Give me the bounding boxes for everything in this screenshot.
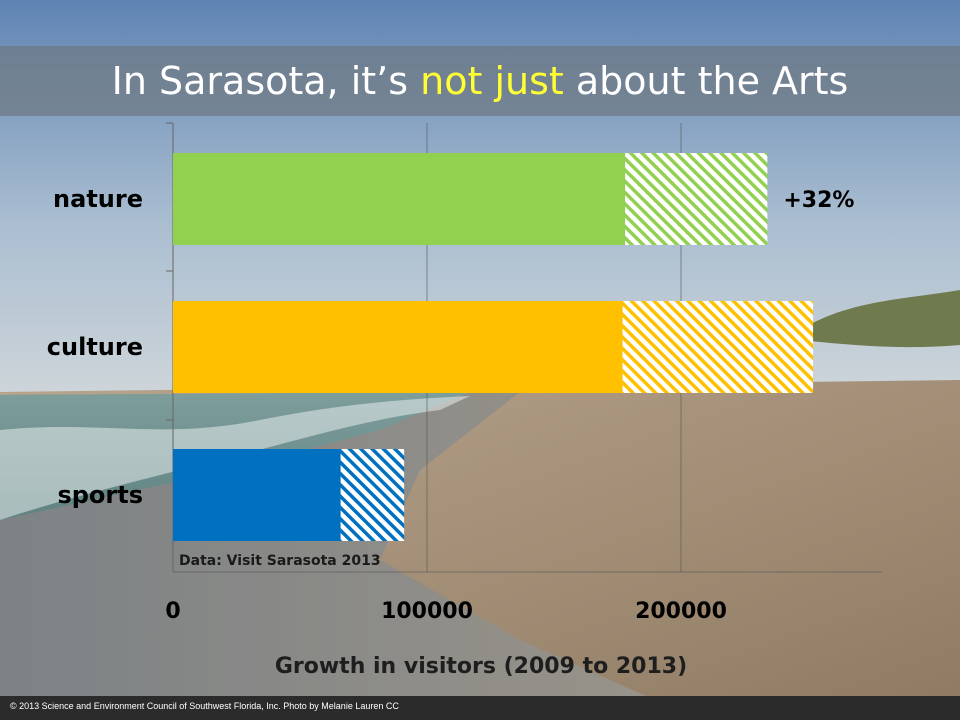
bars — [173, 153, 814, 541]
category-label-sports: sports — [57, 481, 143, 509]
x-tick-label-2: 200000 — [635, 599, 727, 624]
title-part-before: In Sarasota, it’s — [111, 59, 421, 103]
x-tick-label-0: 0 — [165, 599, 180, 624]
bar-nature-base — [173, 153, 626, 245]
slide-title: In Sarasota, it’s not just about the Art… — [0, 52, 960, 110]
x-tick-labels: 0 100000 200000 — [165, 599, 727, 624]
x-tick-label-1: 100000 — [381, 599, 473, 624]
title-highlight: not just — [420, 59, 564, 103]
bar-sports-growth — [340, 449, 405, 541]
category-label-nature: nature — [53, 185, 143, 213]
title-band — [0, 46, 960, 116]
bar-culture-base — [173, 301, 623, 393]
copyright-text: © 2013 Science and Environment Council o… — [10, 701, 399, 711]
x-axis-label: Growth in visitors (2009 to 2013) — [275, 654, 687, 679]
bar-culture-growth — [622, 301, 814, 393]
category-label-culture: culture — [47, 333, 143, 361]
bar-sports-base — [173, 449, 341, 541]
category-labels: nature culture sports — [47, 185, 143, 509]
title-part-after: about the Arts — [563, 59, 849, 103]
bar-nature-growth — [625, 153, 768, 245]
data-source: Data: Visit Sarasota 2013 — [179, 553, 381, 569]
footer-bar: © 2013 Science and Environment Council o… — [0, 696, 960, 720]
annotation-nature-growth: +32% — [783, 188, 854, 213]
